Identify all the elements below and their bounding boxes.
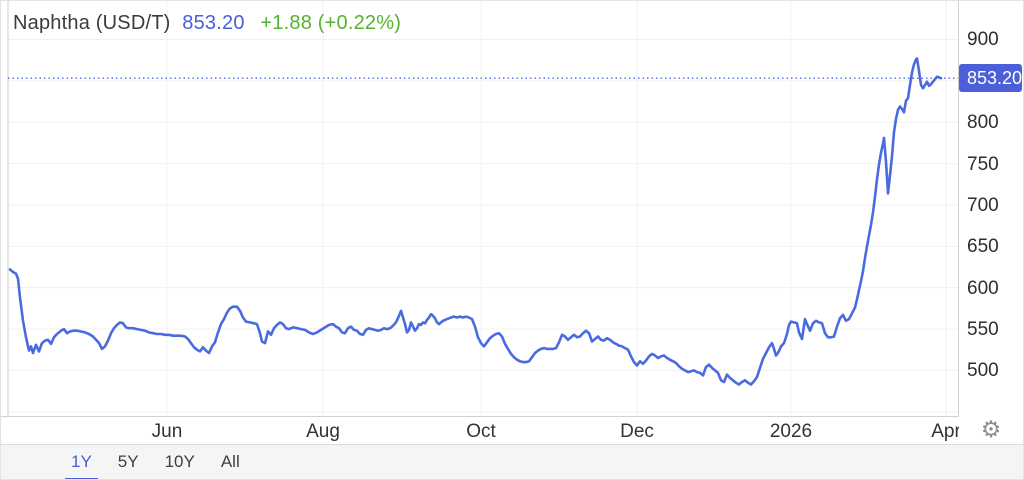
- price-series-line: [8, 57, 943, 386]
- range-toolbar: 1Y 5Y 10Y All: [1, 444, 1023, 479]
- range-tab-1y[interactable]: 1Y: [65, 445, 98, 479]
- y-axis-tick-label: 700: [967, 194, 999, 216]
- plot-area[interactable]: Naphtha (USD/T) 853.20 +1.88 (+0.22%): [1, 1, 959, 417]
- x-axis-tick-label: 2026: [769, 421, 813, 442]
- x-axis-tick-label: Aug: [306, 421, 340, 442]
- x-axis-tick-label: Oct: [466, 421, 496, 442]
- x-axis-tick-label: Dec: [620, 421, 654, 442]
- y-axis-tick-label: 650: [967, 236, 999, 258]
- y-axis-tick-label: 550: [967, 319, 999, 341]
- x-axis-tick-label: Apr: [931, 421, 959, 442]
- current-price-badge-label: 853.20: [967, 67, 1023, 88]
- range-tab-all[interactable]: All: [220, 451, 240, 471]
- price-change-text: +1.88 (+0.22%): [260, 12, 402, 34]
- x-axis: Jun Aug Oct Dec 2026 Apr: [1, 417, 959, 444]
- y-axis-tick-label: 750: [967, 153, 999, 175]
- range-tab-5y[interactable]: 5Y: [117, 451, 139, 471]
- y-axis-tick-label: 500: [967, 360, 999, 382]
- settings-gear-icon[interactable]: ⚙: [977, 415, 1005, 443]
- price-line-chart: [1, 1, 959, 417]
- y-axis-tick-label: 900: [967, 29, 999, 51]
- chart-header: Naphtha (USD/T) 853.20 +1.88 (+0.22%): [13, 12, 401, 35]
- y-axis-tick-label: 600: [967, 277, 999, 299]
- current-price-badge: 853.20: [959, 64, 1023, 93]
- current-price-value: 853.20: [182, 12, 245, 34]
- y-axis: 853.20 900 800 750 700 650 600 550 500: [959, 1, 1023, 417]
- x-axis-tick-label: Jun: [151, 421, 183, 442]
- range-tab-10y[interactable]: 10Y: [164, 451, 195, 471]
- gear-glyph: ⚙: [980, 416, 1002, 442]
- y-axis-tick-label: 800: [967, 112, 999, 134]
- chart-title: Naphtha (USD/T): [13, 12, 171, 34]
